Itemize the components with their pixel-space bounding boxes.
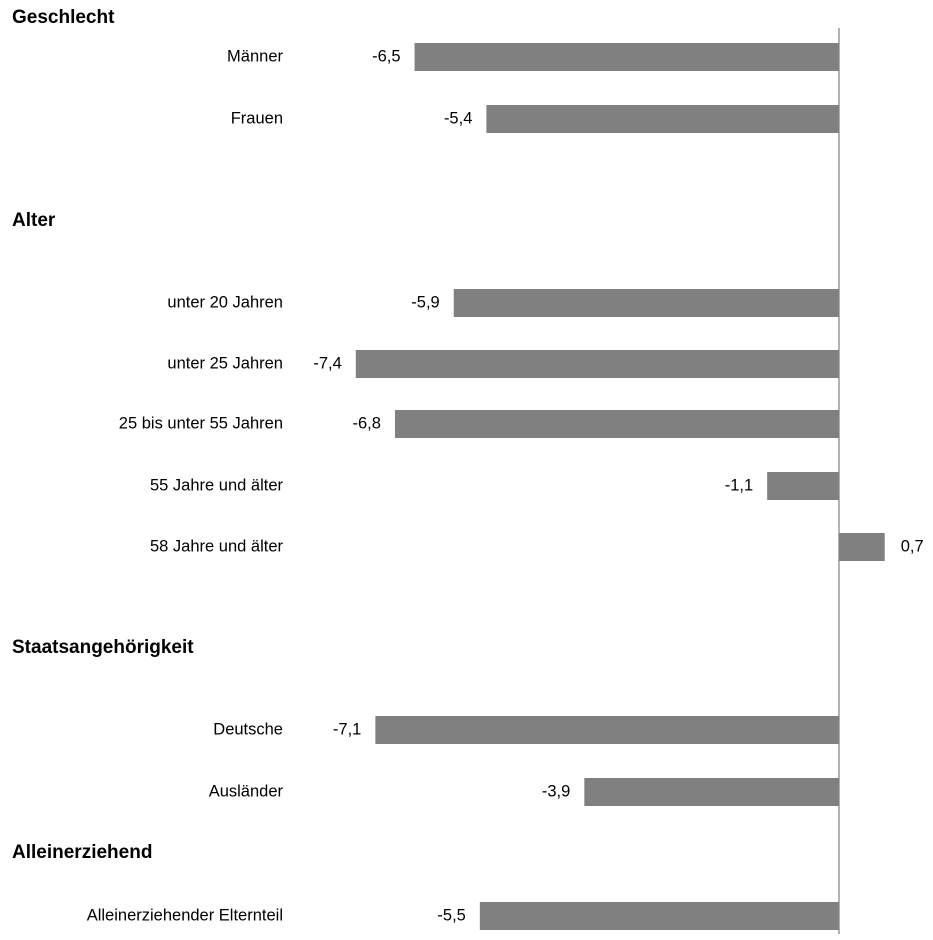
data-label: -7,1 [333,720,361,738]
group-title: Alter [12,210,56,231]
category-label: Männer [227,47,283,65]
category-label: Deutsche [213,720,283,738]
data-label: -5,4 [444,109,472,127]
bar [767,472,839,500]
data-label: -1,1 [725,476,753,494]
category-label: Frauen [231,109,283,127]
group-title: Alleinerziehend [12,842,152,863]
data-label: -3,9 [542,782,570,800]
bar [453,289,839,317]
data-label: -6,8 [353,414,381,432]
bar [375,716,839,744]
category-label: unter 25 Jahren [167,354,283,372]
bar [479,902,839,930]
category-label: 55 Jahre und älter [150,476,284,494]
category-label: 25 bis unter 55 Jahren [119,414,283,432]
bar [486,105,839,133]
data-label: -6,5 [372,47,400,65]
data-label: 0,7 [901,537,924,555]
data-label: -5,5 [437,906,465,924]
bar [355,350,839,378]
group-title: Staatsangehörigkeit [12,637,194,658]
bar [414,43,839,71]
category-label: unter 20 Jahren [167,293,283,311]
bar [584,778,839,806]
category-label: Ausländer [209,782,284,800]
category-label: Alleinerziehender Elternteil [87,906,283,924]
data-label: -5,9 [411,293,439,311]
group-title: Geschlecht [12,7,115,28]
bar [839,533,885,561]
bar [394,410,839,438]
category-label: 58 Jahre und älter [150,537,284,555]
data-label: -7,4 [313,354,341,372]
